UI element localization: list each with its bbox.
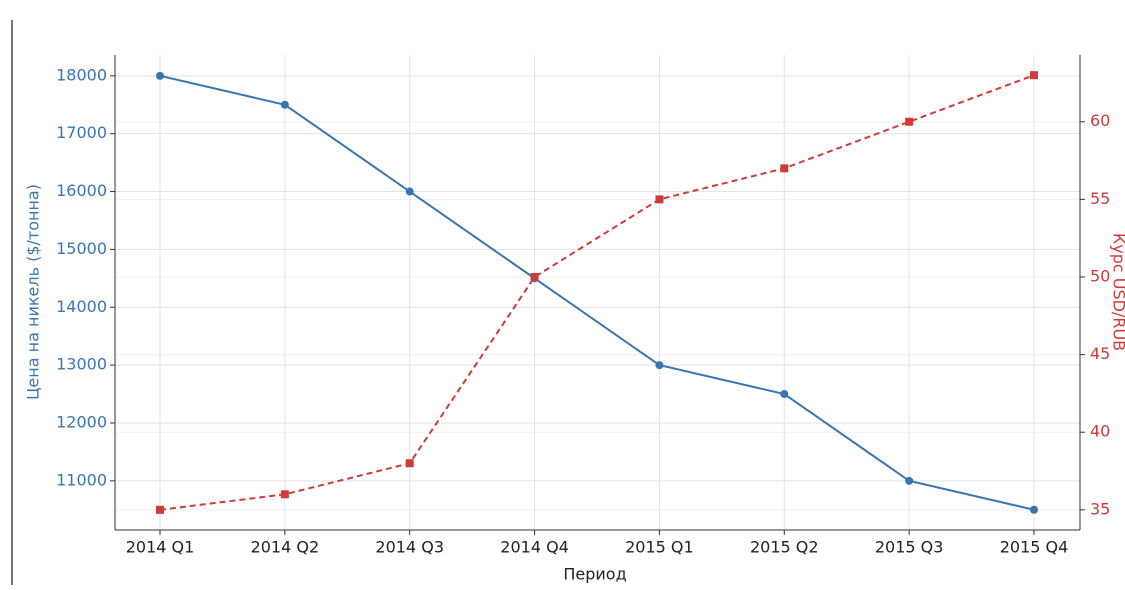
x-tick-label: 2014 Q3 <box>375 538 444 557</box>
marker <box>405 459 414 468</box>
marker <box>1030 505 1038 514</box>
x-axis-label: Период <box>563 565 626 584</box>
y-tick-label: 15000 <box>56 239 107 258</box>
marker <box>905 476 914 485</box>
marker <box>156 505 164 514</box>
marker <box>655 195 664 204</box>
marker <box>280 100 289 109</box>
y2-tick-label: 35 <box>1090 499 1110 518</box>
x-tick-label: 2014 Q4 <box>500 538 569 557</box>
y-tick-label: 12000 <box>56 412 107 431</box>
x-tick-label: 2015 Q3 <box>875 538 944 557</box>
series-line <box>159 74 1035 511</box>
y2-tick-label: 60 <box>1090 111 1110 130</box>
y-tick-label: 11000 <box>56 470 107 489</box>
x-tick-label: 2015 Q1 <box>625 538 694 557</box>
marker <box>530 272 539 281</box>
marker <box>780 164 789 173</box>
marker <box>655 361 664 370</box>
y-tick-label: 13000 <box>56 355 107 374</box>
y2-axis-label: Курс USD/RUB <box>1110 233 1125 351</box>
y2-tick-label: 50 <box>1090 266 1110 285</box>
series-line <box>159 74 1035 511</box>
y-tick-label: 16000 <box>56 181 107 200</box>
y-tick-label: 14000 <box>56 297 107 316</box>
y2-tick-label: 55 <box>1090 189 1110 208</box>
y-tick-label: 18000 <box>56 65 107 84</box>
y2-tick-label: 45 <box>1090 344 1110 363</box>
x-tick-label: 2015 Q2 <box>750 538 819 557</box>
marker <box>156 71 164 80</box>
marker <box>905 117 914 126</box>
x-tick-label: 2015 Q4 <box>1000 538 1069 557</box>
y-axis-label: Цена на никель ($/тонна) <box>24 184 43 400</box>
marker <box>280 490 289 499</box>
y-tick-label: 17000 <box>56 123 107 142</box>
x-tick-label: 2014 Q2 <box>251 538 320 557</box>
marker <box>1030 71 1038 80</box>
marker <box>780 390 789 399</box>
marker <box>405 187 414 196</box>
y2-tick-label: 40 <box>1090 422 1110 441</box>
x-tick-label: 2014 Q1 <box>126 538 195 557</box>
